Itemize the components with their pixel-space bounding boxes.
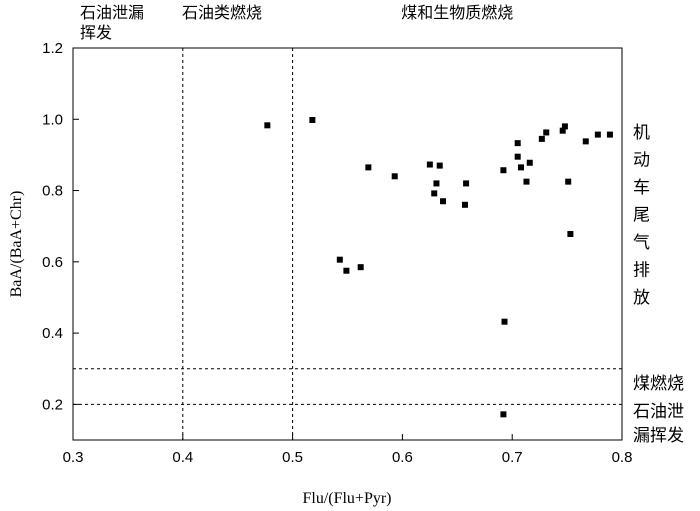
region-label-top: 石油类燃烧 bbox=[182, 3, 262, 22]
data-point bbox=[436, 162, 443, 169]
data-point bbox=[526, 159, 533, 166]
y-tick-label: 0.4 bbox=[42, 325, 63, 342]
data-point bbox=[461, 201, 468, 208]
data-point bbox=[426, 161, 433, 168]
x-tick-label: 0.5 bbox=[282, 449, 303, 466]
data-point bbox=[391, 173, 398, 180]
region-label-right: 动 bbox=[633, 151, 650, 171]
region-label-right: 漏挥发 bbox=[633, 426, 684, 446]
region-label-right: 尾 bbox=[633, 206, 650, 226]
data-point bbox=[501, 318, 508, 325]
data-point bbox=[357, 264, 364, 271]
data-point bbox=[523, 178, 530, 185]
data-point bbox=[559, 127, 566, 134]
data-point bbox=[606, 131, 613, 138]
reference-lines bbox=[73, 48, 622, 440]
y-tick-label: 0.8 bbox=[42, 183, 63, 200]
data-point bbox=[561, 123, 568, 130]
x-axis-title: Flu/(Flu+Pyr) bbox=[302, 490, 391, 507]
x-tick-label: 0.8 bbox=[612, 449, 633, 466]
region-label-right: 放 bbox=[633, 288, 650, 308]
data-point bbox=[514, 140, 521, 147]
region-label-top: 石油泄漏 bbox=[80, 3, 144, 22]
y-tick-label: 0.6 bbox=[42, 254, 63, 271]
y-tick-label: 0.2 bbox=[42, 396, 63, 413]
y-axis-title: BaA/(BaA+Chr) bbox=[8, 191, 25, 298]
data-point bbox=[365, 164, 372, 171]
x-tick-label: 0.7 bbox=[502, 449, 523, 466]
data-point bbox=[336, 256, 343, 263]
x-tick-label: 0.4 bbox=[172, 449, 193, 466]
data-point bbox=[538, 135, 545, 142]
region-label-right: 石油泄 bbox=[633, 402, 684, 422]
data-point bbox=[500, 167, 507, 174]
region-label-right: 机 bbox=[633, 123, 650, 143]
data-point bbox=[582, 138, 589, 145]
data-point bbox=[440, 198, 447, 205]
plot-frame bbox=[72, 47, 623, 441]
data-point bbox=[514, 153, 521, 160]
data-point bbox=[517, 164, 524, 171]
y-tick-label: 1.2 bbox=[42, 40, 63, 57]
data-point bbox=[565, 178, 572, 185]
region-label-right: 排 bbox=[633, 261, 650, 281]
data-point bbox=[500, 411, 507, 418]
data-point bbox=[433, 180, 440, 187]
y-tick-label: 1.0 bbox=[42, 111, 63, 128]
axis-ticks: 0.3 0.4 0.5 0.6 0.7 0.8 0.2 0.4 0.6 0.8 1.0 1.2 bbox=[42, 40, 632, 466]
data-point bbox=[264, 122, 271, 129]
x-tick-label: 0.3 bbox=[63, 449, 84, 466]
data-point bbox=[343, 267, 350, 274]
data-point bbox=[543, 129, 550, 136]
data-point bbox=[309, 116, 316, 123]
region-label-top: 挥发 bbox=[80, 23, 112, 42]
region-label-right: 车 bbox=[633, 178, 650, 198]
data-point bbox=[594, 131, 601, 138]
region-label-right: 煤燃烧 bbox=[633, 374, 684, 394]
region-label-top: 煤和生物质燃烧 bbox=[401, 3, 513, 22]
region-label-right: 气 bbox=[633, 233, 650, 253]
data-point bbox=[463, 180, 470, 187]
x-tick-label: 0.6 bbox=[392, 449, 413, 466]
data-points bbox=[264, 116, 613, 418]
data-point bbox=[431, 190, 438, 197]
data-point bbox=[567, 231, 574, 238]
